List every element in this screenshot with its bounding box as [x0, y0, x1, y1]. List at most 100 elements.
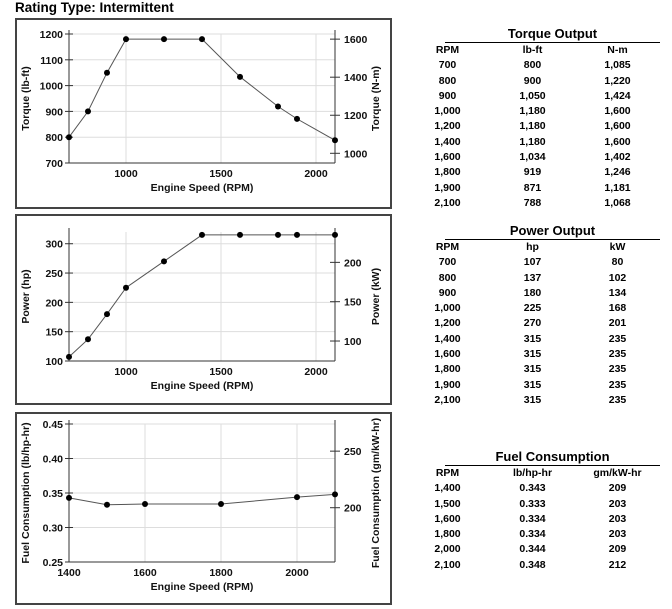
- table-cell: 1,034: [519, 151, 546, 164]
- table-cell: 1,402: [604, 151, 631, 164]
- x-axis-label: Engine Speed (RPM): [151, 581, 254, 593]
- table-cell: RPM: [435, 467, 460, 479]
- table-cell: 1,200: [434, 317, 461, 330]
- data-point: [275, 103, 281, 110]
- data-point: [332, 491, 338, 498]
- table-row: 2,100 788 1,068: [405, 196, 660, 211]
- data-point: [332, 231, 338, 238]
- data-point: [275, 231, 281, 238]
- x-tick-label: 1400: [57, 567, 81, 579]
- table-cell: 800: [438, 74, 457, 87]
- y-tick-label: 700: [45, 158, 63, 170]
- table-row: 1,000 1,180 1,600: [405, 104, 660, 119]
- x-tick-label: 1800: [209, 567, 233, 579]
- table-cell: 2,100: [434, 558, 461, 571]
- table-cell: 900: [523, 74, 542, 87]
- table-cell: 203: [608, 512, 627, 525]
- table-header: RPM hp kW: [405, 240, 660, 255]
- table-row: 1,400 0.343 209: [405, 481, 660, 496]
- y-tick-label: 1000: [40, 81, 64, 93]
- table-row: 1,800 0.334 203: [405, 527, 660, 542]
- x-tick-label: 1000: [114, 366, 138, 378]
- y-axis-label: Fuel Consumption (lb/hp-hr): [20, 422, 32, 563]
- x-tick-label: 1600: [133, 567, 157, 579]
- series-line: [68, 234, 335, 358]
- torque-chart: 1000 1500 2000 700 800 900 1000 1100 1200 1000 120…: [15, 18, 392, 209]
- table-cell: 0.334: [519, 512, 546, 525]
- table-cell: 209: [608, 543, 627, 556]
- x-tick-label: 1000: [114, 168, 138, 180]
- torque-table: Torque Output RPM lb-ft N-m 700 800 1,085 800 90…: [405, 26, 660, 211]
- y2-tick-label: 250: [344, 446, 362, 458]
- table-row: 1,200 270 201: [405, 316, 660, 331]
- table-cell: 1,085: [604, 59, 631, 72]
- table-cell: 315: [523, 363, 542, 376]
- table-cell: 1,600: [604, 105, 631, 118]
- x-tick-label: 2000: [304, 168, 328, 180]
- table-row: 1,900 871 1,181: [405, 181, 660, 196]
- data-point: [85, 108, 91, 115]
- table-cell: lb/hp-hr: [512, 467, 553, 479]
- table-title: Power Output: [445, 223, 660, 240]
- y-axis-label: Power (hp): [20, 269, 32, 323]
- y-tick-label: 150: [45, 327, 63, 339]
- table-cell: 1,050: [519, 89, 546, 102]
- data-point: [66, 494, 72, 501]
- y2-tick-label: 200: [344, 257, 362, 269]
- table-cell: 1,600: [604, 120, 631, 133]
- table-row: 900 180 134: [405, 286, 660, 301]
- table-row: 900 1,050 1,424: [405, 89, 660, 104]
- data-point: [237, 231, 243, 238]
- x-tick-label: 1500: [209, 168, 233, 180]
- y2-tick-label: 150: [344, 297, 362, 309]
- table-cell: 1,600: [434, 151, 461, 164]
- table-row: 800 137 102: [405, 271, 660, 286]
- table-row: 1,400 315 235: [405, 332, 660, 347]
- y2-tick-label: 1200: [344, 110, 368, 122]
- table-cell: 788: [523, 196, 542, 209]
- x-axis-label: Engine Speed (RPM): [151, 182, 254, 194]
- table-cell: 137: [523, 271, 542, 284]
- table-cell: 1,600: [604, 135, 631, 148]
- y-tick-label: 1200: [40, 29, 64, 41]
- table-cell: 203: [608, 497, 627, 510]
- table-cell: 315: [523, 332, 542, 345]
- y-tick-label: 250: [45, 268, 63, 280]
- data-point: [199, 36, 205, 43]
- y-tick-label: 1100: [40, 55, 63, 67]
- y2-axis-label: Power (kW): [370, 268, 382, 325]
- table-cell: 235: [608, 332, 627, 345]
- data-point: [104, 501, 110, 508]
- table-cell: 1,400: [434, 482, 461, 495]
- table-cell: 203: [608, 528, 627, 541]
- table-row: 1,400 1,180 1,600: [405, 135, 660, 150]
- data-point: [294, 494, 300, 501]
- fuel-chart: 1400 1600 1800 2000 0.25 0.30 0.35 0.40 0.45 200 2…: [15, 412, 392, 605]
- table-cell: 1,600: [434, 512, 461, 525]
- table-cell: 0.333: [519, 497, 546, 510]
- table-cell: 1,180: [519, 120, 546, 133]
- table-cell: 871: [523, 181, 542, 194]
- y-tick-label: 0.30: [43, 523, 64, 535]
- table-cell: kW: [609, 241, 626, 253]
- table-cell: 2,100: [434, 393, 461, 406]
- table-row: 1,000 225 168: [405, 301, 660, 316]
- table-cell: 134: [608, 286, 627, 299]
- x-tick-label: 2000: [304, 366, 328, 378]
- table-cell: 201: [608, 317, 627, 330]
- table-cell: 800: [523, 59, 542, 72]
- table-row: 1,600 0.334 203: [405, 512, 660, 527]
- table-cell: gm/kW-hr: [593, 467, 642, 479]
- y2-axis-label: Torque (N-m): [370, 66, 382, 131]
- table-cell: 1,180: [519, 135, 546, 148]
- data-point: [294, 115, 300, 122]
- fuel-table: Fuel Consumption RPM lb/hp-hr gm/kW-hr 1,400…: [405, 449, 660, 573]
- table-cell: 0.348: [519, 558, 546, 571]
- data-point: [104, 311, 110, 318]
- table-header: RPM lb-ft N-m: [405, 43, 660, 58]
- table-cell: 900: [438, 286, 457, 299]
- y-tick-label: 200: [45, 297, 63, 309]
- table-row: 2,100 315 235: [405, 393, 660, 408]
- data-point: [104, 69, 110, 76]
- table-cell: N-m: [607, 44, 628, 56]
